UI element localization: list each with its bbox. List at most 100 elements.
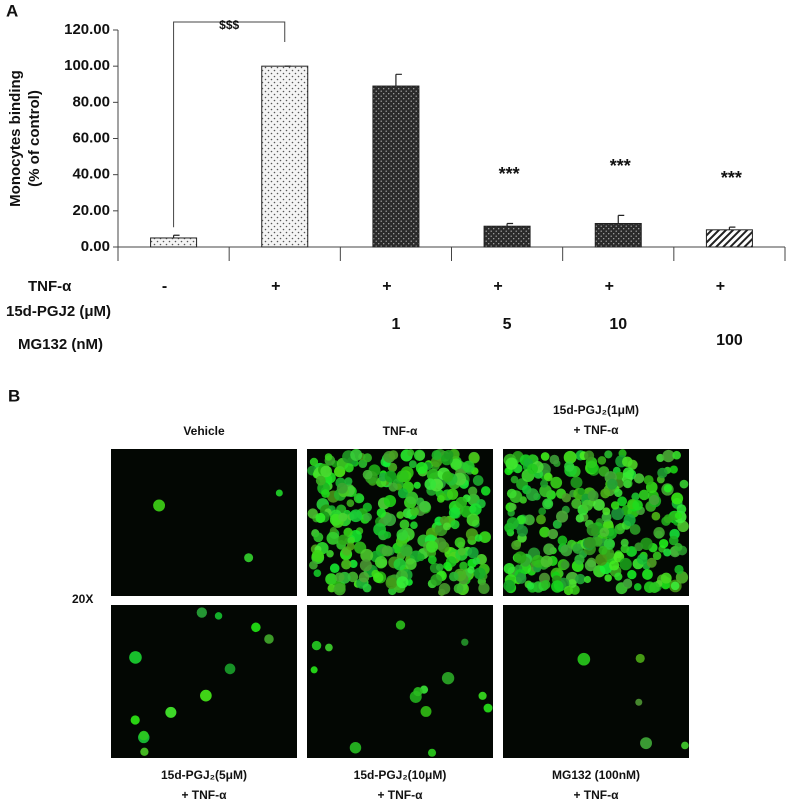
cell <box>662 449 675 463</box>
cell <box>657 467 668 479</box>
cell <box>130 715 140 725</box>
cell <box>336 482 348 494</box>
cell <box>524 514 535 526</box>
cell <box>513 551 527 564</box>
cell <box>615 471 624 480</box>
bar <box>594 222 642 248</box>
cell <box>478 691 487 700</box>
cell <box>435 563 444 572</box>
cell <box>649 582 660 593</box>
cell <box>311 640 322 651</box>
cell <box>467 566 475 574</box>
treatment-value: + <box>382 278 391 295</box>
cell <box>560 560 570 570</box>
cell <box>349 559 358 569</box>
cell <box>459 561 468 571</box>
cell <box>315 475 326 486</box>
cell <box>360 548 374 562</box>
cell <box>560 544 573 557</box>
cell <box>347 536 355 545</box>
bar <box>705 229 753 248</box>
error-bar <box>506 222 514 227</box>
cell <box>153 499 166 512</box>
cell <box>453 583 464 594</box>
bar <box>372 85 420 248</box>
bar <box>150 237 198 248</box>
cell <box>224 663 236 675</box>
treatment-label: 15d-PGJ2 (μM) <box>6 303 111 320</box>
cell <box>326 550 334 558</box>
cell <box>396 529 409 541</box>
cell <box>587 490 599 502</box>
cell <box>469 503 482 516</box>
cell <box>455 496 467 509</box>
cell <box>511 540 522 551</box>
cell <box>633 473 645 484</box>
cell <box>448 571 459 582</box>
cell <box>640 737 652 750</box>
treatment-value: + <box>493 278 502 295</box>
cell <box>653 527 665 539</box>
cell <box>373 522 387 536</box>
cell <box>410 521 418 530</box>
cell <box>446 488 459 500</box>
cell <box>442 522 451 531</box>
cell <box>619 557 632 571</box>
cell <box>343 527 353 537</box>
cell <box>577 652 591 666</box>
cell <box>542 498 554 510</box>
error-bar <box>172 234 180 238</box>
cell <box>643 475 654 485</box>
cell <box>307 508 318 519</box>
cell <box>572 543 584 554</box>
bracket-label: $$$ <box>219 18 239 32</box>
cell <box>329 563 340 574</box>
cell <box>623 480 632 488</box>
cell <box>324 453 333 461</box>
cell <box>671 492 684 505</box>
cell <box>598 545 608 555</box>
cell <box>536 514 546 525</box>
cell <box>635 653 645 663</box>
error-bar <box>395 73 402 87</box>
cell <box>472 475 484 486</box>
cell <box>503 562 515 575</box>
cell <box>557 535 568 546</box>
cell <box>359 559 372 572</box>
y-tick-label: 40.00 <box>72 166 110 183</box>
cell <box>405 491 419 505</box>
cell <box>325 573 338 586</box>
cell <box>376 508 387 518</box>
cell <box>415 462 428 475</box>
caption: 15d-PGJ₂(5μM) <box>161 768 247 782</box>
treatment-value: + <box>605 278 614 295</box>
cell <box>635 698 643 706</box>
cell <box>402 508 413 519</box>
cell <box>140 747 149 756</box>
cell <box>396 470 409 483</box>
y-axis-label: (% of control) <box>26 90 43 187</box>
cell <box>416 553 425 562</box>
cell <box>397 488 409 499</box>
cell <box>586 524 599 537</box>
cell <box>424 478 437 490</box>
cell <box>200 689 212 702</box>
cell <box>609 560 620 571</box>
cell <box>480 486 491 496</box>
cell <box>604 450 613 459</box>
cell <box>677 520 689 533</box>
cell <box>508 503 517 511</box>
cell <box>333 583 346 596</box>
cell <box>610 501 620 510</box>
cell <box>264 634 274 644</box>
bar <box>483 225 531 248</box>
cell <box>679 479 689 489</box>
cell <box>659 538 669 549</box>
cell <box>344 463 354 473</box>
cell <box>309 560 318 570</box>
cell <box>396 576 409 589</box>
cell <box>349 509 363 523</box>
cell <box>526 582 535 590</box>
cell <box>563 585 574 596</box>
cell <box>550 476 563 489</box>
